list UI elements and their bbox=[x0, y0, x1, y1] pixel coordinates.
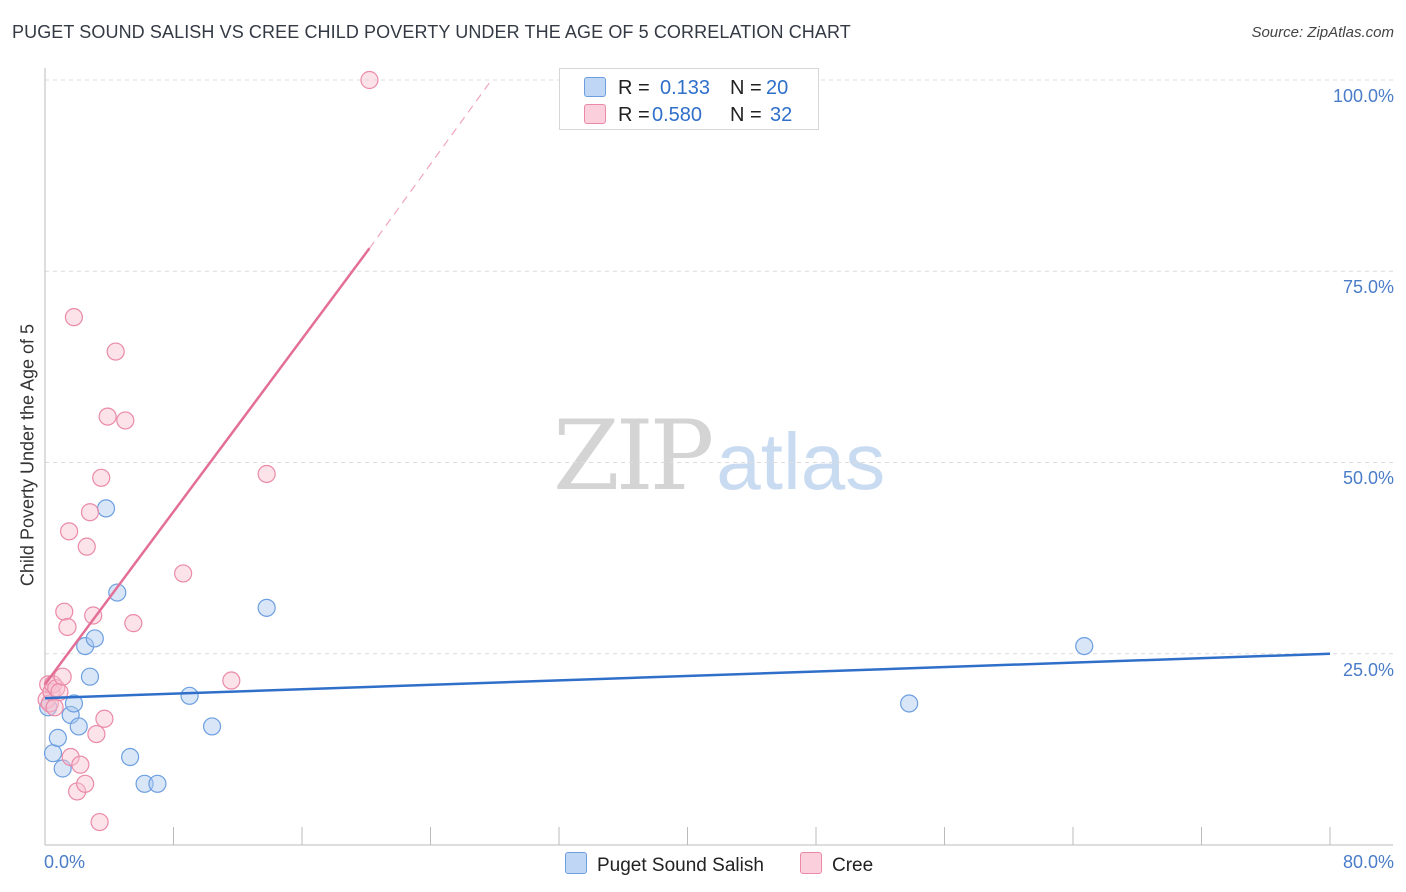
point-salish-16 bbox=[202, 717, 222, 736]
point-cree-10 bbox=[58, 617, 77, 637]
point-cree-16 bbox=[76, 774, 95, 793]
correlation-legend: R = 0.133 N = 20 R = 0.580 N = 32 bbox=[559, 68, 819, 130]
point-cree-25 bbox=[106, 342, 125, 361]
point-cree-15 bbox=[71, 755, 90, 774]
point-cree-19 bbox=[84, 606, 103, 625]
bottom-legend-label-cree: Cree bbox=[832, 855, 874, 876]
y-tick-label-25: 25.0% bbox=[1342, 660, 1394, 680]
legend-n-label: N = bbox=[730, 104, 762, 126]
point-salish-5 bbox=[64, 694, 84, 713]
point-salish-2 bbox=[48, 728, 67, 748]
legend-n-label: N = bbox=[730, 77, 762, 99]
point-salish-11 bbox=[108, 583, 127, 602]
watermark-atlas: atlas bbox=[716, 417, 886, 506]
point-cree-21 bbox=[90, 812, 109, 832]
point-cree-24 bbox=[98, 407, 117, 426]
point-cree-12 bbox=[61, 747, 80, 767]
y-axis-label: Child Poverty Under the Age of 5 bbox=[17, 323, 38, 587]
point-salish-10 bbox=[96, 499, 116, 518]
x-tick-label-min: 0.0% bbox=[44, 852, 86, 872]
point-salish-7 bbox=[76, 636, 95, 656]
point-cree-23 bbox=[95, 709, 114, 728]
trendline-cree bbox=[43, 247, 371, 686]
legend-r-label: R = bbox=[618, 77, 650, 99]
point-cree-31 bbox=[360, 70, 379, 90]
bottom-legend-puget-sound-salish: Puget Sound Salish bbox=[565, 852, 764, 877]
point-salish-8 bbox=[80, 667, 100, 686]
x-tick-label-max: 80.0% bbox=[1342, 852, 1394, 872]
legend-r-value-cree: 0.580 bbox=[652, 104, 703, 126]
point-salish-12 bbox=[121, 747, 140, 767]
point-cree-26 bbox=[116, 411, 135, 430]
point-salish-15 bbox=[180, 686, 199, 705]
watermark-zip: ZIP bbox=[553, 400, 714, 512]
point-cree-30 bbox=[257, 464, 276, 484]
point-salish-19 bbox=[1075, 636, 1094, 656]
bottom-legend-label-salish: Puget Sound Salish bbox=[597, 855, 764, 876]
legend-swatch-puget-sound-salish bbox=[584, 77, 606, 97]
point-salish-6 bbox=[69, 717, 88, 736]
legend-swatch-cree bbox=[584, 104, 606, 124]
bottom-legend-swatch-salish bbox=[565, 852, 587, 874]
point-salish-14 bbox=[148, 774, 167, 793]
point-cree-27 bbox=[124, 614, 143, 633]
point-cree-22 bbox=[92, 468, 111, 487]
y-tick-label-50: 50.0% bbox=[1342, 468, 1394, 488]
point-cree-17 bbox=[77, 537, 96, 556]
point-cree-5 bbox=[45, 698, 64, 717]
bottom-legend-cree: Cree bbox=[800, 852, 873, 877]
legend-r-label: R = bbox=[618, 104, 650, 126]
point-salish-13 bbox=[135, 774, 154, 793]
source-label: Source: ZipAtlas.com bbox=[1251, 24, 1394, 41]
point-cree-11 bbox=[59, 522, 79, 541]
watermark: ZIPatlas bbox=[553, 400, 885, 512]
bottom-legend-swatch-cree bbox=[800, 852, 822, 874]
legend-n-value-cree: 32 bbox=[770, 104, 793, 126]
point-cree-29 bbox=[222, 671, 241, 690]
chart-title: PUGET SOUND SALISH VS CREE CHILD POVERTY… bbox=[12, 22, 851, 42]
point-cree-20 bbox=[87, 724, 106, 744]
point-cree-9 bbox=[55, 602, 74, 621]
y-tick-label-100: 100.0% bbox=[1332, 86, 1394, 106]
point-cree-13 bbox=[64, 308, 84, 327]
point-cree-8 bbox=[53, 667, 72, 686]
point-salish-17 bbox=[257, 598, 276, 617]
legend-r-value-salish: 0.133 bbox=[660, 77, 711, 99]
legend-n-value-salish: 20 bbox=[766, 77, 789, 99]
trendline-salish bbox=[44, 652, 1331, 700]
y-tick-label-75: 75.0% bbox=[1342, 277, 1394, 297]
point-salish-9 bbox=[85, 629, 104, 648]
point-cree-28 bbox=[174, 564, 193, 583]
trendline-cree-extension bbox=[368, 79, 493, 249]
point-salish-1 bbox=[43, 744, 63, 763]
point-salish-18 bbox=[900, 694, 919, 713]
point-cree-18 bbox=[80, 503, 100, 522]
